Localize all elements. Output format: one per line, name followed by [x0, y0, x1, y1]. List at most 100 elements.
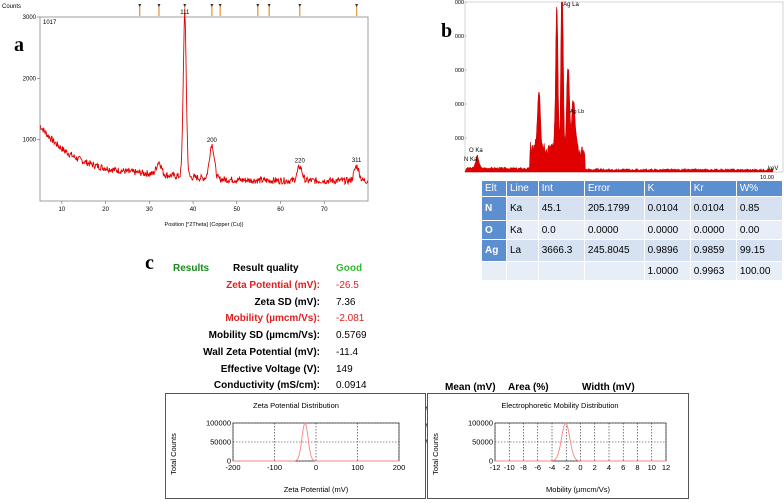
eds-chart: 5000 10000 15000 20000 25000 10.00 Ag La Ag L…	[455, 0, 784, 180]
mobility-x-tick-label: 6	[621, 463, 625, 472]
zeta-ylabel: Total Counts	[169, 433, 178, 475]
mobility-distribution-chart: Electrophoretic Mobility Distribution To…	[431, 401, 670, 494]
table-cell: 45.1	[537, 196, 585, 221]
mobility-x-tick-label: -12	[490, 463, 501, 472]
zeta-result-label: Effective Voltage (V):	[220, 363, 320, 375]
zeta-result-label: Wall Zeta Potential (mV):	[203, 346, 320, 358]
table-row: Ag La 3666.3 245.8045 0.9896 0.9859 99.1…	[481, 239, 784, 262]
xrd-x-tick-label: 40	[190, 207, 197, 213]
table-cell: 0.0104	[643, 196, 691, 221]
eds-peak-label-ag: Ag La	[563, 2, 579, 8]
table-cell: Ka	[505, 220, 539, 240]
eds-peak-label-o: O Ka	[469, 148, 483, 154]
xrd-top-label: 1017	[43, 20, 57, 26]
table-cell: 0.0104	[689, 196, 737, 221]
peak-header-area: Area (%)	[508, 382, 549, 393]
xrd-x-tick-label: 30	[146, 207, 153, 213]
mobility-x-tick-label: -4	[549, 463, 556, 472]
peak-header-width: Width (mV)	[582, 382, 635, 393]
eds-col-kr: Kr	[689, 180, 737, 197]
mobility-x-tick-label: 8	[635, 463, 639, 472]
results-heading: Results	[173, 263, 210, 274]
table-cell: 100.00	[735, 261, 784, 281]
zeta-y-tick-label: 50000	[210, 438, 231, 447]
mobility-series-line	[495, 422, 666, 462]
table-row: 1.0000 0.9963 100.00	[481, 261, 784, 281]
eds-y-tick-label: 15000	[455, 68, 464, 74]
panel-letter-a: a	[14, 34, 24, 56]
result-quality-value: Good	[336, 263, 363, 274]
zeta-result-label: Zeta Potential (mV):	[226, 280, 320, 291]
eds-table-header-row: Elt Line Int Error K Kr W%	[481, 180, 784, 197]
table-cell: 99.15	[735, 239, 784, 262]
xrd-y-tick-label: 3000	[23, 15, 37, 21]
eds-y-tick-label: 10000	[455, 102, 464, 108]
table-cell: 0.9859	[689, 239, 737, 262]
eds-y-tick-label: 25000	[455, 0, 464, 6]
xrd-peak-label: 220	[295, 159, 306, 165]
zeta-result-value: -26.5	[336, 280, 359, 291]
zeta-result-label: Mobility (µmcm/Vs):	[225, 313, 320, 325]
xrd-reference-marker-tip	[355, 4, 359, 7]
xrd-peak-label: 311	[352, 158, 362, 164]
mobility-x-tick-label: 10	[648, 463, 656, 472]
xrd-x-tick-label: 50	[233, 207, 240, 213]
table-cell: Ka	[505, 196, 539, 221]
table-cell: 0.9963	[689, 261, 737, 281]
eds-y-tick-label: 5000	[455, 136, 464, 142]
peak-header-mean: Mean (mV)	[445, 382, 496, 393]
xrd-x-tick-label: 70	[321, 207, 328, 213]
table-cell: La	[505, 239, 539, 262]
table-cell: 3666.3	[537, 239, 585, 262]
xrd-x-tick-label: 10	[59, 207, 66, 213]
zeta-x-tick-label: -100	[267, 463, 282, 472]
xrd-reference-marker-tip	[157, 4, 161, 7]
table-cell: 1.0000	[643, 261, 691, 281]
table-cell: 0.0	[537, 220, 585, 240]
xrd-reference-marker-tip	[218, 4, 222, 7]
zeta-x-tick-label: 100	[351, 463, 364, 472]
table-cell: O	[481, 220, 507, 240]
xrd-reference-marker-tip	[210, 4, 214, 7]
mobility-y-tick-label: 50000	[472, 438, 493, 447]
table-row: N Ka 45.1 205.1799 0.0104 0.0104 0.85	[481, 196, 784, 221]
table-cell	[505, 261, 539, 281]
xrd-chart: Counts 1017 10 20 30 40 50 60 70 1000 2000 3000 1…	[2, 4, 369, 228]
mobility-x-tick-label: 4	[607, 463, 611, 472]
mobility-xlabel: Mobility (µmcm/Vs)	[546, 485, 610, 494]
eds-kev-label: keV	[768, 166, 778, 172]
mobility-ylabel: Total Counts	[431, 433, 440, 475]
zeta-result-label: Zeta SD (mV):	[254, 296, 320, 308]
table-cell: 0.0000	[583, 220, 645, 240]
eds-plot-frame	[464, 1, 784, 173]
eds-y-tick-label: 20000	[455, 34, 464, 40]
table-cell: N	[481, 196, 507, 221]
zeta-result-value: -11.4	[336, 346, 359, 358]
xrd-x-tick-label: 20	[102, 207, 109, 213]
eds-col-wpct: W%	[735, 180, 784, 197]
mobility-x-tick-label: -6	[534, 463, 541, 472]
eds-col-elt: Elt	[481, 180, 507, 197]
zeta-distribution-box: Zeta Potential Distribution Total Counts…	[165, 393, 426, 499]
zeta-result-value: 0.0914	[336, 380, 367, 392]
zeta-result-label: Conductivity (mS/cm):	[213, 380, 320, 392]
table-row: O Ka 0.0 0.0000 0.0000 0.0000 0.00	[481, 220, 784, 240]
xrd-reference-marker-tip	[267, 4, 271, 7]
panel-letter-c: c	[145, 252, 154, 274]
zeta-y-tick-label: 100000	[206, 419, 231, 428]
table-cell: 0.00	[735, 220, 784, 240]
mobility-x-tick-label: -2	[563, 463, 570, 472]
mobility-chart-title: Electrophoretic Mobility Distribution	[501, 401, 618, 410]
zeta-result-value: -2.081	[336, 313, 365, 325]
xrd-reference-marker-tip	[298, 4, 302, 7]
xrd-y-tick-label: 2000	[23, 76, 37, 82]
zeta-distribution-chart: Zeta Potential Distribution Total Counts…	[169, 401, 406, 494]
eds-quant-table: Elt Line Int Error K Kr W% N Ka 45.1 205…	[481, 180, 784, 281]
eds-col-line: Line	[505, 180, 539, 197]
xrd-series-line	[39, 12, 369, 186]
table-cell	[537, 261, 585, 281]
zeta-x-tick-label: 200	[393, 463, 406, 472]
mobility-x-tick-label: -8	[520, 463, 527, 472]
mobility-x-tick-label: 12	[662, 463, 670, 472]
table-cell	[583, 261, 645, 281]
